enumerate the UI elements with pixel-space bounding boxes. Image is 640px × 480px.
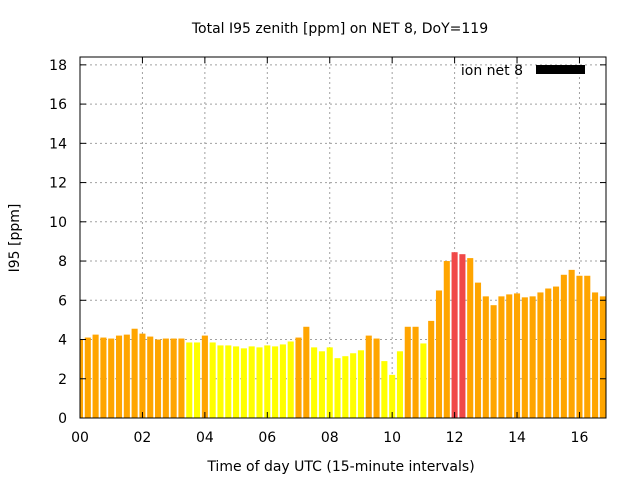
bar	[334, 358, 341, 418]
legend-label: ion net 8	[461, 63, 523, 79]
bar	[365, 335, 372, 418]
x-tick-label: 16	[571, 430, 589, 446]
bar	[248, 346, 255, 418]
bar	[529, 296, 536, 418]
x-tick-label: 14	[508, 430, 526, 446]
x-tick-label: 02	[134, 430, 152, 446]
bar	[233, 346, 240, 418]
bar	[490, 305, 497, 418]
bar	[326, 347, 333, 418]
bar	[381, 361, 388, 418]
bar	[498, 296, 505, 418]
bars	[80, 252, 606, 418]
bar	[506, 294, 513, 418]
y-tick-label: 8	[58, 254, 67, 270]
bar	[225, 345, 232, 418]
bar	[599, 296, 606, 418]
bar	[513, 293, 521, 418]
bar	[584, 275, 591, 418]
bar	[123, 334, 130, 418]
bar	[131, 328, 138, 418]
bar	[545, 288, 552, 418]
x-tick-label: 06	[258, 430, 276, 446]
bar	[295, 337, 302, 418]
x-tick-label: 10	[383, 430, 401, 446]
x-tick-label: 00	[71, 430, 89, 446]
bar	[560, 274, 567, 418]
bar	[256, 347, 263, 418]
bar	[474, 282, 482, 418]
y-tick-label: 12	[49, 176, 67, 192]
y-tick-label: 14	[49, 136, 67, 152]
bar	[108, 338, 115, 418]
bar	[115, 335, 123, 418]
bar	[240, 348, 247, 418]
bar	[428, 320, 435, 418]
x-tick-label: 12	[446, 430, 464, 446]
bar	[92, 334, 99, 418]
bar	[576, 275, 583, 418]
bar	[311, 347, 318, 418]
bar	[264, 345, 271, 418]
bar	[209, 342, 216, 418]
bar	[147, 336, 154, 418]
bar	[194, 342, 201, 418]
x-axis-label: Time of day UTC (15-minute intervals)	[206, 459, 474, 475]
bar	[389, 374, 396, 418]
bar	[178, 338, 185, 418]
y-tick-label: 10	[49, 215, 67, 231]
bar	[154, 339, 162, 418]
plot-frame	[79, 56, 607, 419]
y-axis-label: I95 [ppm]	[7, 204, 23, 273]
bar	[170, 338, 177, 418]
bar	[217, 345, 224, 418]
bar	[451, 252, 458, 418]
bar	[467, 258, 474, 418]
x-tick-label: 08	[321, 430, 339, 446]
bar	[186, 342, 193, 418]
bar	[521, 297, 528, 418]
bar	[279, 344, 286, 418]
bar	[459, 254, 466, 418]
y-tick-label: 4	[58, 333, 67, 349]
bar	[287, 341, 294, 418]
bar	[412, 326, 419, 418]
bar	[350, 353, 357, 418]
chart-title: Total I95 zenith [ppm] on NET 8, DoY=119	[191, 21, 488, 37]
bar	[482, 296, 489, 418]
legend: ion net 8	[461, 63, 585, 79]
bar	[342, 356, 349, 418]
grid	[80, 57, 606, 418]
bar	[443, 261, 450, 418]
bar	[84, 337, 91, 418]
bar	[537, 292, 544, 418]
bar	[162, 338, 169, 418]
bar	[396, 351, 404, 418]
y-tick-label: 6	[58, 293, 67, 309]
y-tick-label: 0	[58, 411, 67, 427]
bar	[435, 290, 443, 418]
legend-swatch	[536, 65, 585, 74]
bar	[100, 337, 107, 418]
x-tick-label: 04	[196, 430, 214, 446]
bar	[568, 269, 575, 418]
bar	[139, 333, 146, 418]
bar	[404, 326, 411, 418]
bar	[303, 326, 310, 418]
y-tick-label: 18	[49, 58, 67, 74]
bar	[201, 335, 208, 418]
bar	[373, 338, 380, 418]
bar	[318, 351, 325, 418]
bar	[357, 350, 364, 418]
bar	[592, 292, 599, 418]
bar	[420, 343, 427, 418]
y-tick-label: 2	[58, 372, 67, 388]
bar	[272, 346, 279, 418]
y-tick-label: 16	[49, 97, 67, 113]
bar	[553, 286, 560, 418]
